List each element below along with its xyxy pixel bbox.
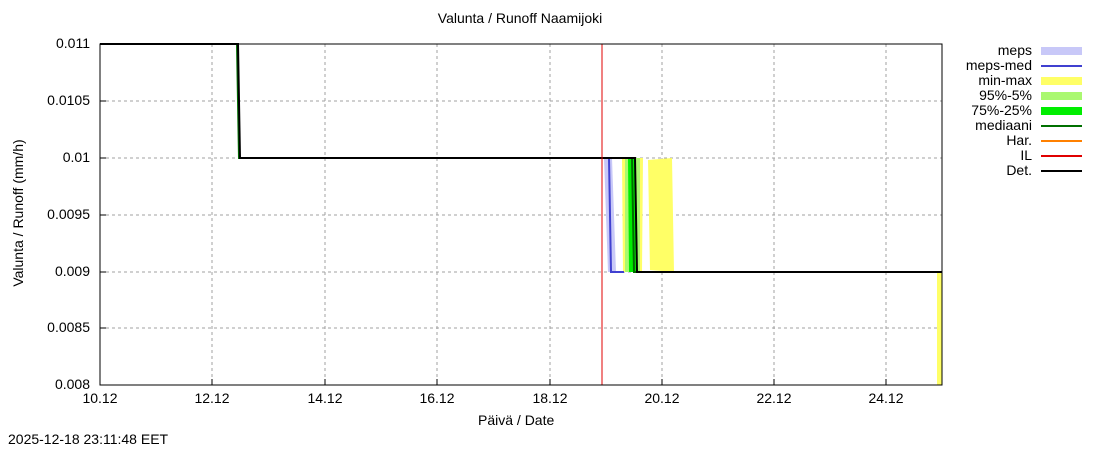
legend-swatch: [1041, 107, 1082, 115]
legend-item-75-25: 75%-25%: [940, 103, 1090, 118]
legend-item-meps-med: meps-med: [940, 58, 1090, 73]
timestamp: 2025-12-18 23:11:48 EET: [8, 431, 169, 447]
legend-item-95-5: 95%-5%: [940, 88, 1090, 103]
legend-label: Har.: [1006, 132, 1032, 148]
legend-swatch: [1041, 125, 1082, 127]
y-tick-label: 0.0085: [47, 319, 90, 335]
legend-item-det: Det.: [940, 163, 1090, 178]
x-tick-label: 10.12: [82, 390, 118, 406]
y-axis-label: Valunta / Runoff (mm/h): [10, 139, 26, 287]
y-tick-label: 0.0105: [47, 92, 90, 108]
legend-label: 95%-5%: [979, 87, 1032, 103]
legend-item-mediaani: mediaani: [940, 118, 1090, 133]
x-tick-label: 24.12: [868, 390, 904, 406]
y-tick-label: 0.011: [56, 35, 90, 51]
legend-label: IL: [1020, 147, 1032, 163]
legend-label: meps-med: [965, 57, 1032, 73]
x-tick-label: 16.12: [419, 390, 455, 406]
legend-swatch: [1041, 170, 1082, 172]
x-tick-label: 14.12: [307, 390, 343, 406]
legend-label: meps: [997, 42, 1032, 58]
y-tick-label: 0.008: [54, 376, 90, 392]
x-tick-label: 18.12: [532, 390, 568, 406]
x-tick-label: 22.12: [756, 390, 792, 406]
legend-item-har: Har.: [940, 133, 1090, 148]
legend-swatch: [1041, 47, 1082, 55]
legend-swatch: [1041, 140, 1082, 142]
y-tick-label: 0.0095: [47, 206, 90, 222]
legend-swatch: [1041, 92, 1082, 100]
legend-item-meps: meps: [940, 43, 1090, 58]
legend: meps meps-med min-max 95%-5% 75%-25% med…: [940, 43, 1090, 178]
legend-label: mediaani: [975, 117, 1032, 133]
legend-item-min-max: min-max: [940, 73, 1090, 88]
legend-label: 75%-25%: [971, 102, 1032, 118]
y-tick-label: 0.009: [54, 263, 90, 279]
legend-swatch: [1041, 77, 1082, 85]
legend-swatch: [1041, 155, 1082, 157]
x-tick-label: 20.12: [644, 390, 680, 406]
axis-ticks: [100, 100, 887, 385]
y-tick-label: 0.01: [62, 149, 90, 165]
grid: [100, 44, 942, 385]
legend-swatch: [1041, 65, 1082, 67]
x-tick-label: 12.12: [194, 390, 230, 406]
legend-label: min-max: [978, 72, 1032, 88]
x-axis-label: Päivä / Date: [478, 412, 555, 428]
legend-label: Det.: [1006, 162, 1032, 178]
legend-item-il: IL: [940, 148, 1090, 163]
chart-title: Valunta / Runoff Naamijoki: [437, 10, 603, 26]
